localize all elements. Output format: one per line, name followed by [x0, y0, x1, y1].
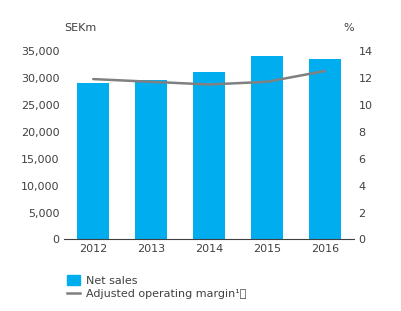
Bar — [135, 81, 167, 239]
Bar — [77, 83, 109, 239]
Legend: Net sales, Adjusted operating margin¹⧠: Net sales, Adjusted operating margin¹⧠ — [67, 275, 246, 299]
Text: %: % — [342, 23, 353, 33]
Bar — [250, 56, 282, 239]
Bar — [192, 72, 225, 239]
Text: SEKm: SEKm — [64, 23, 96, 33]
Bar — [308, 59, 340, 239]
